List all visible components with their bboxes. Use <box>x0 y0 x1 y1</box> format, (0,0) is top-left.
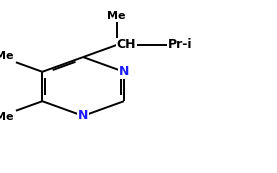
Text: Me: Me <box>0 112 13 122</box>
Text: N: N <box>78 109 88 122</box>
Text: CH: CH <box>117 38 136 52</box>
Text: Me: Me <box>107 11 126 21</box>
Text: Pr-i: Pr-i <box>168 38 193 52</box>
Text: Me: Me <box>0 51 13 61</box>
Text: N: N <box>119 65 129 78</box>
